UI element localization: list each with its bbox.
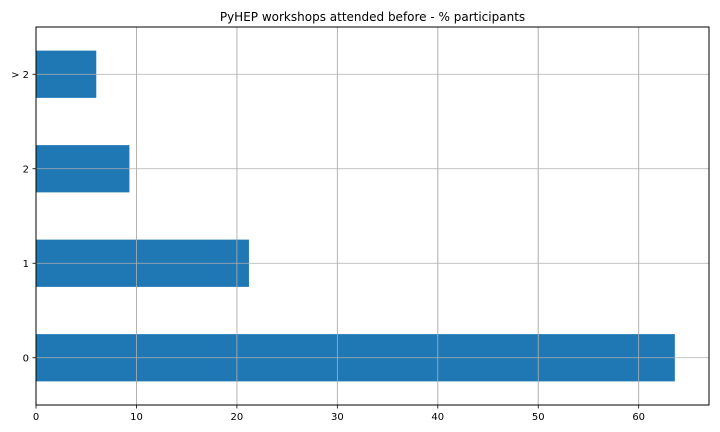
y-tick-label: 0 bbox=[23, 353, 29, 364]
bars bbox=[35, 27, 709, 405]
chart-title: PyHEP workshops attended before - % part… bbox=[220, 10, 525, 24]
x-tick-label: 50 bbox=[532, 412, 545, 423]
x-tick-label: 0 bbox=[33, 412, 39, 423]
y-tick-label: > 2 bbox=[11, 70, 29, 81]
x-tick-label: 20 bbox=[231, 412, 244, 423]
y-tick-label: 1 bbox=[23, 259, 29, 270]
x-tick-label: 40 bbox=[431, 412, 444, 423]
y-axis-ticks: 0 1 2 > 2 bbox=[11, 70, 36, 364]
plot-frame bbox=[35, 26, 710, 406]
x-tick-label: 60 bbox=[632, 412, 645, 423]
x-tick-label: 10 bbox=[130, 412, 143, 423]
x-tick-label: 30 bbox=[331, 412, 344, 423]
y-tick-label: 2 bbox=[23, 164, 29, 175]
x-axis-ticks: 0 10 20 30 40 50 60 bbox=[33, 405, 645, 423]
